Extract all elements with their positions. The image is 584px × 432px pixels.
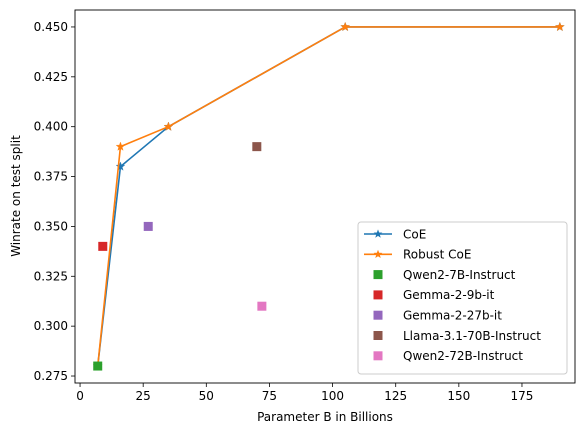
legend: CoE Robust CoE Qwen2-7B-Instruct Gemma-2-9b…: [357, 221, 568, 375]
point-robust-coe: [163, 121, 174, 131]
y-tick-label: 0.350: [34, 219, 68, 233]
point-coe: [115, 161, 126, 171]
x-axis-ticks: 0 25 50 75 100 125 150 175: [76, 383, 533, 403]
x-tick-label: 25: [136, 389, 151, 403]
y-tick-label: 0.275: [34, 369, 68, 383]
point-robust-coe: [555, 21, 565, 32]
legend-square-qwen2-7b-instruct: [373, 270, 383, 280]
legend-square-llama-3-1-70b-instruct: [373, 331, 383, 340]
y-tick-label: 0.400: [34, 120, 68, 134]
x-axis-label: Parameter B in Billions: [257, 410, 393, 424]
legend-label: Gemma-2-27b-it: [403, 309, 502, 323]
marker-qwen2-72b-instruct: [257, 301, 267, 311]
legend-label: Qwen2-72B-Instruct: [403, 349, 523, 363]
marker-llama-3-1-70b-instruct: [252, 142, 262, 152]
x-tick-label: 0: [76, 389, 84, 403]
series-layer: [92, 21, 565, 371]
legend-label: Gemma-2-9b-it: [403, 288, 495, 302]
point-robust-coe: [340, 21, 350, 32]
legend-box: [357, 221, 568, 375]
marker-gemma-2-9b-it: [98, 241, 108, 251]
x-tick-label: 175: [511, 389, 534, 403]
y-axis-ticks: 0.275 0.300 0.325 0.350 0.375 0.400 0.425 0.450: [34, 20, 75, 383]
plot-frame: [74, 9, 576, 384]
point-robust-coe: [115, 141, 126, 151]
x-tick-label: 50: [199, 389, 214, 403]
legend-label: Qwen2-7B-Instruct: [403, 268, 516, 282]
y-axis-label: Winrate on test split: [9, 135, 23, 257]
x-tick-label: 150: [447, 389, 470, 403]
y-tick-label: 0.425: [34, 70, 68, 84]
x-tick-label: 75: [262, 389, 277, 403]
legend-square-gemma-2-9b-it: [373, 290, 383, 300]
y-tick-label: 0.450: [34, 20, 68, 34]
legend-square-qwen2-72b-instruct: [373, 351, 383, 361]
x-tick-label: 125: [384, 389, 407, 403]
legend-label: Robust CoE: [403, 248, 471, 262]
legend-label: CoE: [403, 227, 426, 241]
marker-qwen2-7b-instruct: [93, 361, 103, 371]
y-tick-label: 0.375: [34, 170, 68, 184]
y-tick-label: 0.325: [34, 269, 68, 283]
legend-label: Llama-3.1-70B-Instruct: [403, 329, 541, 343]
legend-star-coe: [373, 229, 383, 238]
x-tick-label: 100: [321, 389, 344, 403]
legend-square-gemma-2-27b-it: [373, 310, 383, 320]
marker-gemma-2-27b-it: [143, 221, 153, 231]
legend-star-robust-coe: [373, 249, 383, 259]
y-tick-label: 0.300: [34, 319, 68, 333]
